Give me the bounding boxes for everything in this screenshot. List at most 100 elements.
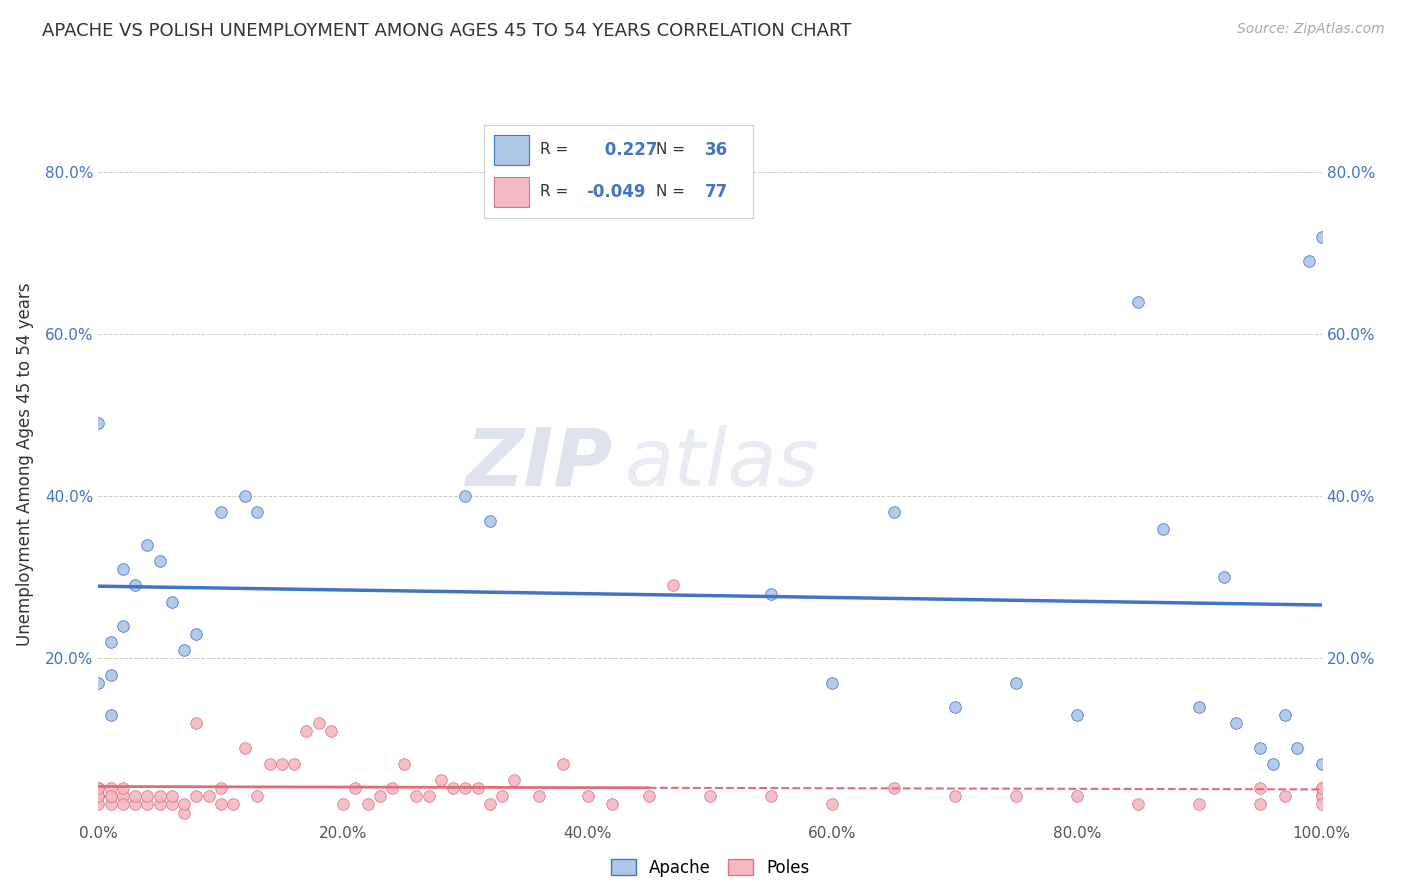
Point <box>111 781 134 796</box>
Point <box>821 675 844 690</box>
Point <box>553 756 575 771</box>
Point <box>283 756 305 771</box>
Point <box>308 716 330 731</box>
Point <box>405 789 427 804</box>
Point <box>111 789 134 804</box>
Point <box>246 789 269 804</box>
Point <box>943 700 966 714</box>
Point <box>1274 708 1296 723</box>
Point <box>1066 708 1088 723</box>
Point <box>87 789 110 804</box>
Point <box>136 538 159 552</box>
Point <box>1310 756 1333 771</box>
Point <box>100 781 122 796</box>
Point <box>100 635 122 649</box>
Point <box>100 789 122 804</box>
Legend: Apache, Poles: Apache, Poles <box>605 853 815 884</box>
Point <box>883 506 905 520</box>
Point <box>761 789 783 804</box>
Y-axis label: Unemployment Among Ages 45 to 54 years: Unemployment Among Ages 45 to 54 years <box>15 282 34 646</box>
Point <box>1298 254 1320 268</box>
Point <box>1274 789 1296 804</box>
Point <box>149 789 172 804</box>
Point <box>821 797 844 812</box>
Point <box>87 797 110 812</box>
Point <box>1066 789 1088 804</box>
Point <box>100 789 122 804</box>
Point <box>344 781 367 796</box>
Point <box>467 781 489 796</box>
Point <box>186 789 208 804</box>
Point <box>87 675 110 690</box>
Point <box>478 797 501 812</box>
Point <box>197 789 219 804</box>
Point <box>222 797 245 812</box>
Text: ZIP: ZIP <box>465 425 612 503</box>
Point <box>246 506 269 520</box>
Point <box>124 789 146 804</box>
Point <box>454 781 477 796</box>
Point <box>454 489 477 503</box>
Point <box>87 781 110 796</box>
Point <box>1188 700 1211 714</box>
Point <box>1261 756 1284 771</box>
Point <box>111 797 134 812</box>
Point <box>87 789 110 804</box>
Point <box>1310 789 1333 804</box>
Point <box>136 789 159 804</box>
Point <box>441 781 464 796</box>
Point <box>1310 781 1333 796</box>
Text: Source: ZipAtlas.com: Source: ZipAtlas.com <box>1237 22 1385 37</box>
Point <box>100 708 122 723</box>
Point <box>87 789 110 804</box>
Point <box>1310 797 1333 812</box>
Point <box>295 724 318 739</box>
Point <box>259 756 281 771</box>
Point <box>160 595 183 609</box>
Point <box>87 781 110 796</box>
Point <box>1286 740 1309 755</box>
Point <box>662 578 685 592</box>
Point <box>1310 781 1333 796</box>
Point <box>270 756 294 771</box>
Point <box>209 781 232 796</box>
Point <box>491 789 513 804</box>
Point <box>87 781 110 796</box>
Point <box>209 797 232 812</box>
Point <box>149 554 172 568</box>
Point <box>600 797 623 812</box>
Point <box>319 724 342 739</box>
Point <box>356 797 378 812</box>
Point <box>100 797 122 812</box>
Point <box>1249 797 1271 812</box>
Point <box>1249 740 1271 755</box>
Point <box>638 789 661 804</box>
Point <box>209 506 232 520</box>
Point <box>1128 797 1150 812</box>
Point <box>149 797 172 812</box>
Point <box>883 781 905 796</box>
Point <box>233 489 256 503</box>
Point <box>173 797 195 812</box>
Point <box>233 740 256 755</box>
Point <box>418 789 440 804</box>
Point <box>87 417 110 431</box>
Point <box>186 627 208 641</box>
Point <box>381 781 404 796</box>
Point <box>527 789 550 804</box>
Point <box>1004 789 1026 804</box>
Point <box>1310 789 1333 804</box>
Point <box>576 789 599 804</box>
Point <box>478 514 501 528</box>
Point <box>503 773 526 788</box>
Point <box>87 781 110 796</box>
Point <box>1212 570 1234 584</box>
Point <box>430 773 453 788</box>
Point <box>173 643 195 657</box>
Point <box>173 805 195 820</box>
Point <box>124 578 146 592</box>
Point <box>1225 716 1247 731</box>
Point <box>1152 522 1174 536</box>
Point <box>160 789 183 804</box>
Point <box>943 789 966 804</box>
